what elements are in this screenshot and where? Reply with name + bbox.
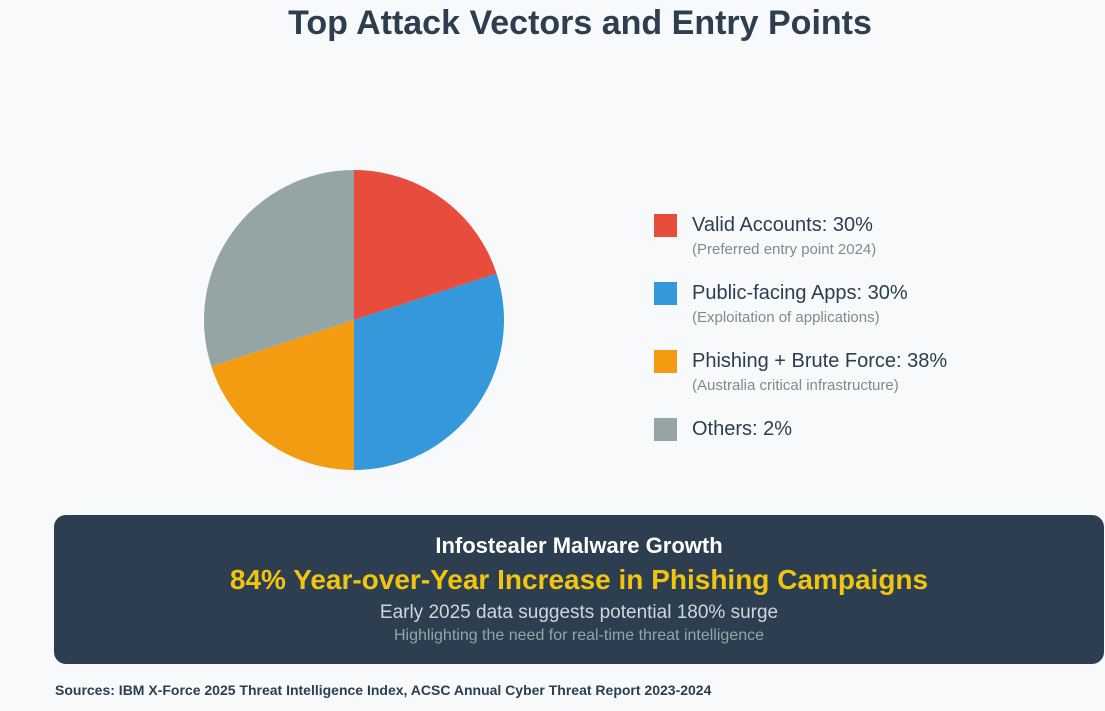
- legend-item-phishing-brute-force: Phishing + Brute Force: 38% (Australia c…: [654, 348, 1094, 396]
- pie-chart: [200, 166, 508, 474]
- banner-headline: 84% Year-over-Year Increase in Phishing …: [229, 564, 929, 595]
- chart-legend: Valid Accounts: 30% (Preferred entry poi…: [654, 212, 1094, 442]
- legend-sublabel: (Preferred entry point 2024): [692, 241, 877, 258]
- banner-subtext: Early 2025 data suggests potential 180% …: [379, 602, 779, 623]
- legend-label: Others: 2%: [692, 418, 793, 440]
- banner-note: Highlighting the need for real-time thre…: [394, 627, 764, 644]
- legend-swatch: [654, 214, 677, 237]
- legend-label: Valid Accounts: 30%: [692, 214, 873, 236]
- pie-slice-others: [203, 170, 354, 367]
- legend-swatch: [654, 418, 677, 441]
- pie-slice-valid-accounts: [354, 170, 497, 320]
- pie-slice-phishing-brute-force: [211, 320, 354, 470]
- banner-title: Infostealer Malware Growth: [435, 533, 723, 558]
- legend-item-others: Others: 2%: [654, 416, 1094, 442]
- legend-swatch: [654, 282, 677, 305]
- chart-title: Top Attack Vectors and Entry Points: [288, 4, 872, 42]
- pie-slice-public-facing-apps: [354, 273, 504, 470]
- legend-item-public-facing-apps: Public-facing Apps: 30% (Exploitation of…: [654, 280, 1094, 328]
- sources-footnote: Sources: IBM X-Force 2025 Threat Intelli…: [55, 682, 712, 698]
- legend-item-valid-accounts: Valid Accounts: 30% (Preferred entry poi…: [654, 212, 1094, 260]
- legend-sublabel: (Australia critical infrastructure): [692, 377, 899, 394]
- legend-label: Public-facing Apps: 30%: [692, 282, 908, 304]
- legend-swatch: [654, 350, 677, 373]
- legend-label: Phishing + Brute Force: 38%: [692, 350, 948, 372]
- malware-growth-banner: Infostealer Malware Growth 84% Year-over…: [54, 515, 1104, 664]
- legend-sublabel: (Exploitation of applications): [692, 309, 880, 326]
- pie-chart-svg: [203, 170, 504, 470]
